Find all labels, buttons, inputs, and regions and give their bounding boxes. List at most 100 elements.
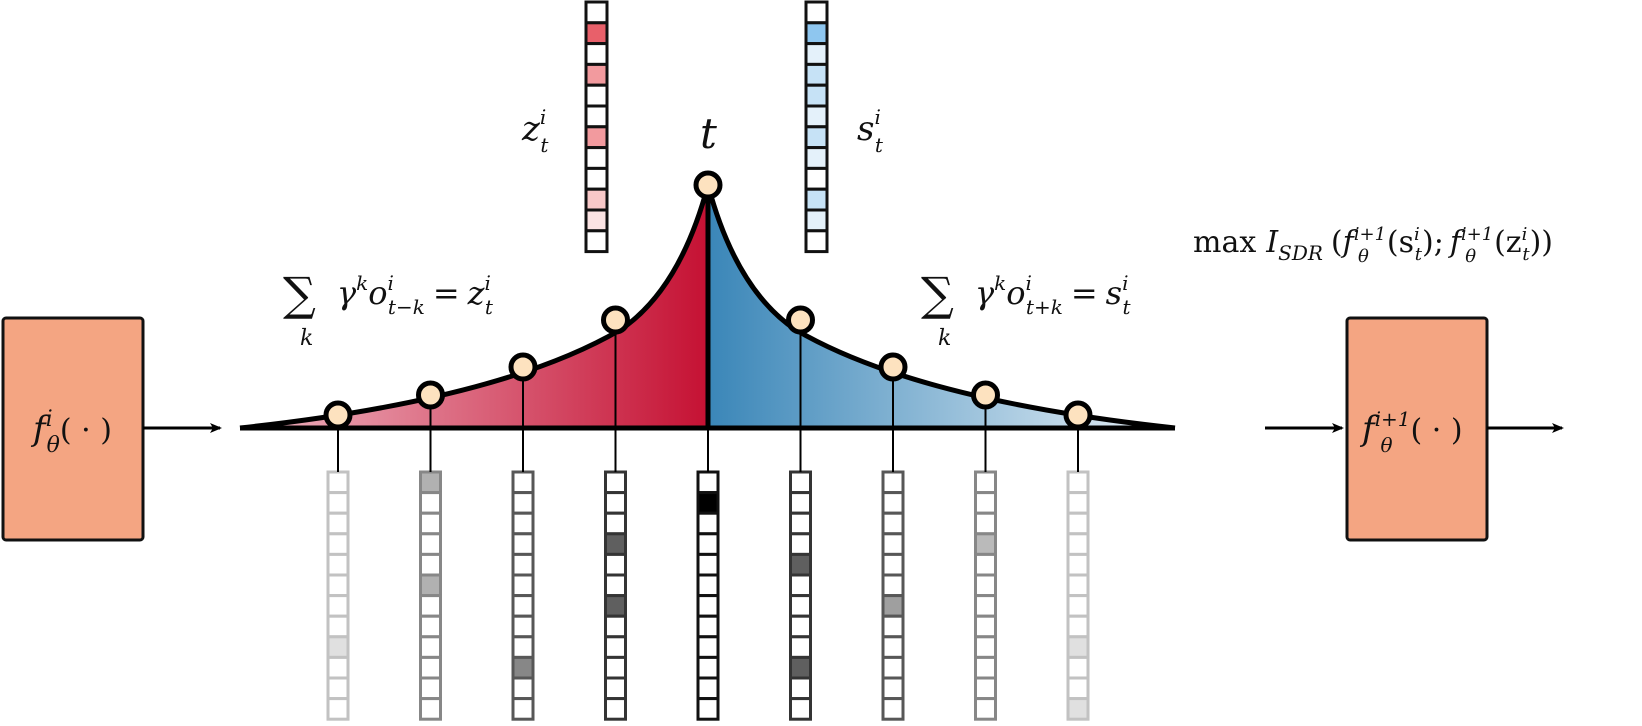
z-vector-cell [584, 0, 609, 25]
eq-left-o-sup: i [388, 271, 394, 295]
eq-left-rhs: z [467, 274, 486, 312]
observation-cell [326, 655, 350, 680]
observation-cell [789, 491, 812, 515]
observation-cell [1066, 655, 1090, 680]
eq-left-rhs-sup: i [485, 271, 491, 295]
s-vector-cell [804, 229, 829, 254]
z-vector-cell [584, 166, 609, 191]
z-vector-cell [584, 229, 609, 254]
s-vector-cell [804, 125, 829, 150]
observation-cell [326, 532, 350, 556]
objective-sep: ); [1422, 225, 1444, 260]
z-vector-cell [584, 83, 609, 108]
observation-cell [604, 573, 627, 598]
s-label-base: s [857, 109, 874, 149]
observation-cell [881, 573, 905, 598]
encoder-left-arg: ( · ) [60, 413, 112, 448]
observation-cell [696, 697, 720, 721]
observation-cell [511, 552, 535, 577]
observation-cell [881, 635, 905, 659]
observation-cell [789, 573, 812, 598]
observation-vector [604, 470, 627, 721]
observation-cell [696, 511, 720, 536]
observation-cell [696, 655, 720, 680]
observation-cell [974, 532, 997, 556]
observation-cell [789, 635, 812, 659]
encoder-right-label: fi+1 θ( · ) [1359, 407, 1463, 457]
observation-cell [974, 552, 997, 577]
observation-cell [974, 573, 997, 598]
observation-cell [974, 635, 997, 659]
observation-cell [696, 614, 720, 639]
observation-cell [789, 470, 812, 495]
observation-cell [419, 552, 442, 577]
eq-left-o-sub: t−k [388, 295, 425, 319]
eq-right-rhs: s [1106, 274, 1122, 312]
observation-cell [419, 676, 442, 701]
observation-cell [419, 573, 442, 598]
observation-cell [604, 614, 627, 639]
observation-cell [881, 552, 905, 577]
eq-right-body: γkoi t+k = si t [975, 271, 1131, 319]
observation-vector [326, 470, 350, 721]
observation-cell [326, 491, 350, 515]
z-label: zi t [521, 105, 549, 157]
curve-node [601, 305, 630, 335]
objective-arg2: (z [1494, 225, 1522, 260]
observation-cell [419, 697, 442, 721]
eq-right-gamma: γ [975, 274, 995, 312]
observation-cell [789, 697, 812, 721]
observation-cell [789, 511, 812, 536]
observation-cell [881, 594, 905, 618]
observation-cell [511, 697, 535, 721]
observation-cell [326, 470, 350, 495]
eq-left-equals: = [433, 274, 460, 312]
observation-vector [511, 470, 535, 721]
observation-cell [789, 532, 812, 556]
objective-open: ( [1331, 225, 1343, 260]
objective-arg2-sub: t [1522, 244, 1530, 265]
observation-cell [881, 491, 905, 515]
z-vector-cell [584, 125, 609, 150]
observation-cell [1066, 594, 1090, 618]
observation-cell [881, 697, 905, 721]
observation-cell [419, 635, 442, 659]
z-vector-cell [584, 42, 609, 66]
observation-cell [789, 552, 812, 577]
objective-max: max [1193, 225, 1256, 260]
observation-cell [604, 470, 627, 495]
curve-node [1063, 400, 1093, 430]
observation-cell [326, 594, 350, 618]
encoder-right: fi+1 θ( · ) [1345, 316, 1489, 542]
objective-arg2-sup: i [1522, 224, 1528, 245]
eq-left-gamma: γ [337, 274, 357, 312]
observation-vector [696, 470, 720, 721]
peak-node [693, 170, 723, 200]
observation-cell [604, 697, 627, 721]
observation-cell [604, 532, 627, 556]
eq-right-rhs-sub: t [1122, 295, 1131, 319]
objective-arg1: (s [1387, 225, 1414, 260]
s-context-vector [804, 0, 829, 254]
observation-cell [326, 614, 350, 639]
observation-cell [511, 491, 535, 515]
observation-cell [696, 491, 720, 515]
observation-cell [511, 655, 535, 680]
observation-cell [326, 676, 350, 701]
observation-cell [1066, 491, 1090, 515]
observation-cell [974, 697, 997, 721]
observation-cell [511, 614, 535, 639]
objective-f1-sup: i+1 [1354, 224, 1386, 245]
observation-cell [604, 635, 627, 659]
observation-cell [974, 676, 997, 701]
eq-left-sum: ∑ [283, 267, 316, 321]
eq-right-rhs-sup: i [1122, 271, 1128, 295]
future-discount-region [708, 185, 1175, 428]
eq-right-o: o [1006, 274, 1025, 312]
z-vector-cell [584, 208, 609, 233]
objective-arg1-sup: i [1414, 224, 1420, 245]
objective-f2-sup: i+1 [1461, 224, 1493, 245]
eq-right-o-sup: i [1026, 271, 1032, 295]
z-label-sup: i [540, 105, 546, 129]
encoder-right-sup: i+1 [1375, 407, 1411, 431]
